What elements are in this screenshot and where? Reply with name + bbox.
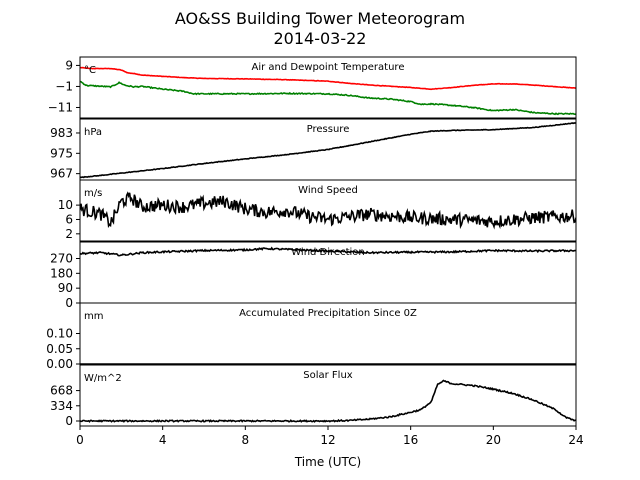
x-tick-label: 8 [242, 433, 250, 447]
y-tick-label: 0.10 [46, 327, 73, 341]
y-tick-label: 9 [65, 58, 73, 72]
unit-label: m/s [84, 188, 102, 199]
x-tick-label: 4 [159, 433, 167, 447]
y-tick-label: 2 [65, 227, 73, 241]
y-tick-label: 6 [65, 212, 73, 226]
unit-label: hPa [84, 127, 102, 138]
x-tick-label: 0 [76, 433, 84, 447]
panel-title: Wind Speed [298, 185, 358, 196]
y-tick-label: 983 [50, 126, 73, 140]
panel-title: Pressure [307, 124, 350, 135]
x-tick-label: 12 [320, 433, 335, 447]
x-axis: 0 4 8 12 16 20 24 [76, 426, 584, 447]
figure-title-line2: 2014-03-22 [274, 29, 367, 48]
y-tick-label: 0 [65, 296, 73, 310]
unit-label: mm [84, 311, 103, 322]
series-line-2-1 [80, 122, 576, 179]
x-axis-label: Time (UTC) [294, 455, 361, 469]
panel-title: Accumulated Precipitation Since 0Z [239, 308, 417, 319]
y-tick-label: 967 [50, 167, 73, 181]
y-tick-label: 668 [50, 384, 73, 398]
panel-2: 983 975 967 Pressure hPa [50, 118, 577, 181]
series-line-3-1 [80, 191, 576, 230]
x-tick-label: 16 [403, 433, 418, 447]
unit-label: W/m^2 [84, 373, 122, 384]
y-tick-label: 0.05 [46, 342, 73, 356]
panel-1: 9 −1 −11 Air and Dewpoint Temperature °C [48, 56, 577, 119]
series-line-6-1 [80, 379, 576, 423]
panel-title: Air and Dewpoint Temperature [252, 62, 405, 73]
panel-frame [79, 179, 577, 242]
y-tick-label: 90 [58, 281, 73, 295]
panel-frame [79, 56, 577, 119]
y-tick-label: 0.00 [46, 357, 73, 371]
y-tick-label: −1 [55, 79, 73, 93]
panel-title: Wind Direction [291, 247, 365, 258]
series-line-4-1 [80, 246, 576, 257]
y-tick-label: 180 [50, 266, 73, 280]
series-line-1-1 [80, 66, 576, 91]
unit-label: °C [84, 65, 96, 76]
x-tick-label: 20 [486, 433, 501, 447]
panel-title: Solar Flux [303, 370, 353, 381]
x-tick-label: 24 [568, 433, 583, 447]
y-tick-label: 975 [50, 146, 73, 160]
y-tick-label: 334 [50, 399, 73, 413]
panel-5: 0.100.050.00 Accumulated Precipitation Si… [46, 302, 577, 371]
y-tick-label: 270 [50, 251, 73, 265]
series-line-1-2 [80, 80, 576, 116]
y-tick-label: −11 [48, 100, 73, 114]
y-tick-label: 10 [58, 198, 73, 212]
y-tick-label: 0 [65, 414, 73, 428]
figure-title-line1: AO&SS Building Tower Meteorogram [175, 9, 465, 28]
